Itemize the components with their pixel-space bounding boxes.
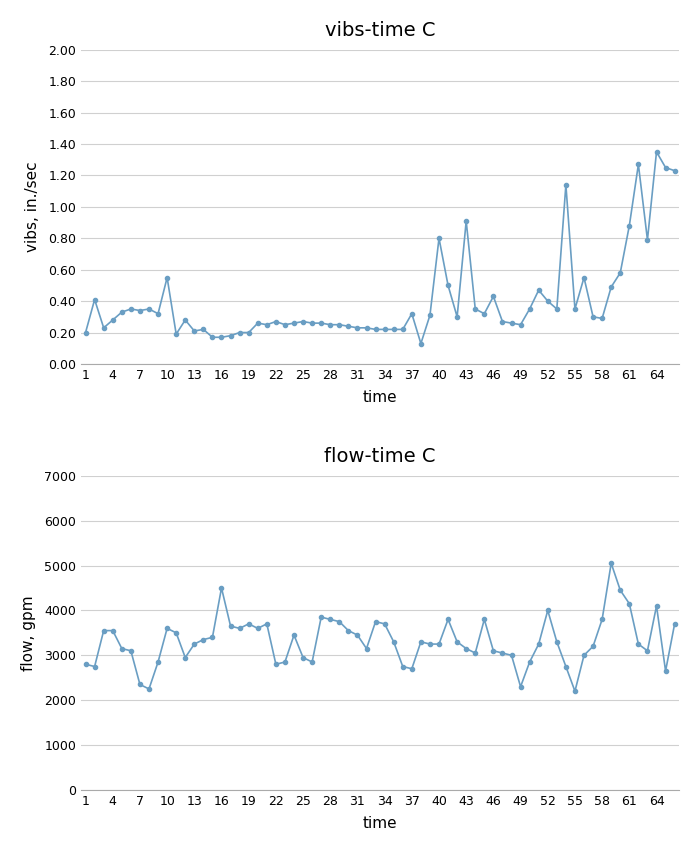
X-axis label: time: time — [363, 816, 398, 832]
Y-axis label: vibs, in./sec: vibs, in./sec — [25, 162, 40, 252]
Y-axis label: flow, gpm: flow, gpm — [21, 595, 36, 671]
Title: flow-time C: flow-time C — [324, 446, 436, 466]
X-axis label: time: time — [363, 390, 398, 406]
Title: vibs-time C: vibs-time C — [325, 20, 435, 40]
